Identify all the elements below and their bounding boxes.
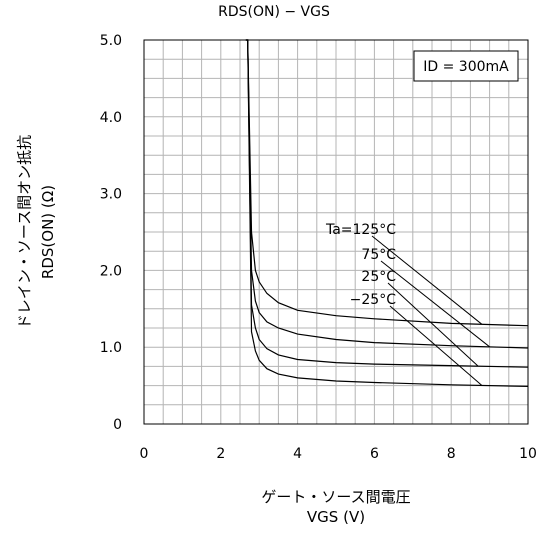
series-label: Ta=125°C xyxy=(325,222,396,238)
y-tick-label: 5.0 xyxy=(100,33,122,49)
series-labels: Ta=125°C 75°C 25°C −25°C xyxy=(325,222,396,308)
condition-box: ID = 300mA xyxy=(413,50,519,82)
series-line xyxy=(245,39,529,387)
x-axis-label: ゲート・ソース間電圧 xyxy=(261,488,411,506)
leader-lines xyxy=(371,235,490,386)
y-tick-label: 4.0 xyxy=(100,110,122,126)
x-tick-label: 8 xyxy=(447,446,456,462)
plot-frame xyxy=(143,39,529,425)
x-tick-label: 0 xyxy=(140,446,149,462)
x-tick-label: 6 xyxy=(370,446,379,462)
series-label: −25°C xyxy=(350,292,397,308)
y-axis-label: ドレイン・ソース間オン抵抗 xyxy=(15,134,34,330)
series-line xyxy=(245,39,529,368)
ticks: 0 2 4 6 8 10 0 1.0 2.0 3.0 4.0 5.0 xyxy=(100,33,537,462)
y-tick-label: 0 xyxy=(113,417,122,433)
x-tick-label: 10 xyxy=(519,446,537,462)
series-label: 25°C xyxy=(361,269,396,285)
series-label: 75°C xyxy=(361,247,396,263)
leader-line xyxy=(380,260,490,348)
x-axis-unit-label: VGS (V) xyxy=(306,508,366,526)
y-tick-label: 1.0 xyxy=(100,340,122,356)
chart-title: RDS(ON) − VGS xyxy=(218,4,330,20)
curves xyxy=(245,39,529,387)
x-tick-label: 4 xyxy=(293,446,302,462)
y-tick-label: 2.0 xyxy=(100,263,122,279)
leader-line xyxy=(387,282,479,367)
condition-label: ID = 300mA xyxy=(423,59,509,75)
leader-line xyxy=(371,235,483,325)
leader-line xyxy=(389,305,483,386)
y-tick-label: 3.0 xyxy=(100,187,122,203)
x-tick-label: 2 xyxy=(216,446,225,462)
y-axis-unit-label: RDS(ON) (Ω) xyxy=(39,184,57,280)
